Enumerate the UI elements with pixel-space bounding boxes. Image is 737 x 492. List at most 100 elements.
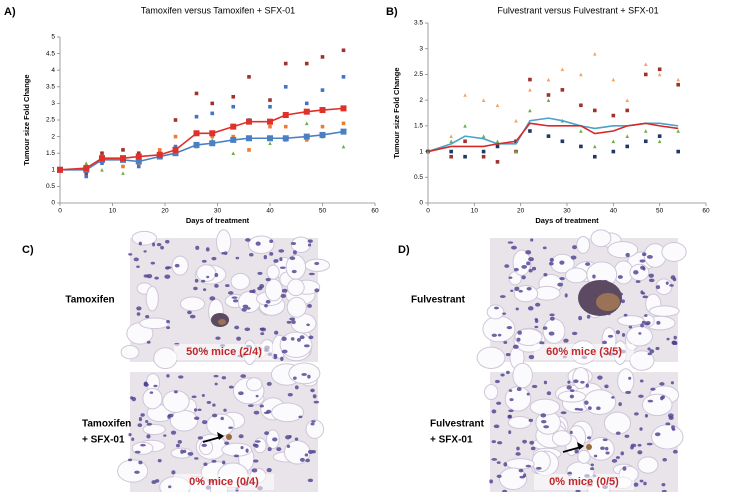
y-axis-label: Tumour size Fold Change [392,67,401,158]
x-tick-label: 20 [161,208,169,215]
nucleus [138,241,142,246]
nucleus [140,443,146,447]
nucleus [617,275,623,279]
nucleus [602,340,608,345]
nucleus [670,381,674,385]
nucleus [263,255,267,260]
nucleus [146,340,151,344]
nucleus [193,286,198,291]
nucleus [203,288,207,292]
data-point [340,105,347,112]
nucleus [287,393,293,397]
data-point [495,160,500,164]
nucleus [308,335,314,340]
data-point [676,82,680,87]
nucleus [238,434,244,439]
nucleus [641,320,647,324]
alveolus [617,315,645,327]
alveolus [196,264,217,283]
nucleus [214,382,218,386]
nucleus [253,410,260,415]
nucleus [294,437,299,441]
alveolus [583,389,617,415]
data-point [268,141,272,146]
alveolus [142,423,166,436]
nucleus [621,299,625,304]
nucleus [291,269,297,274]
nucleus [269,239,274,243]
x-axis-label: Days of treatment [535,216,599,225]
nucleus [289,317,296,321]
nucleus [569,394,574,399]
nucleus [621,333,626,337]
data-point [136,164,141,169]
y-axis-label: Tumour size Fold Change [22,74,31,165]
nucleus [195,245,200,250]
panel-label: D) [398,244,410,256]
nucleus [542,326,548,330]
nucleus [246,307,251,310]
nucleus [259,283,265,289]
y-tick-label: 1.5 [46,150,55,157]
nucleus [521,275,526,280]
nucleus [249,253,254,257]
x-tick-label: 40 [266,208,274,215]
y-tick-label: 3 [51,100,55,107]
nucleus [281,288,288,293]
data-point [579,72,583,77]
nucleus [143,250,147,253]
caption: 0% mice (0/5) [549,476,619,488]
nucleus [137,423,143,427]
chart-title: Fulvestrant versus Fulvestrant + SFX-01 [497,5,658,15]
nucleus [527,306,534,311]
nucleus [648,278,655,283]
nucleus [215,336,221,340]
nucleus [672,449,678,454]
nucleus [227,291,234,295]
nucleus [508,430,512,435]
nucleus [620,451,625,456]
nucleus [507,241,514,244]
nucleus [299,335,305,340]
nucleus [245,238,251,242]
nucleus [526,287,532,291]
nucleus [668,416,674,420]
nucleus [150,261,155,265]
nucleus [241,307,247,312]
data-point [514,118,518,123]
nucleus [644,314,648,317]
data-point [268,124,272,129]
stained-cell [586,444,592,450]
alveolus [486,304,505,320]
nucleus [615,456,621,459]
alveolus [153,347,178,370]
data-point [282,135,289,142]
nucleus [638,332,642,335]
nucleus [655,346,660,351]
stained-cell [226,434,232,440]
nucleus [637,443,642,447]
nucleus [494,306,499,310]
nucleus [516,337,521,342]
y-tick-label: 1 [51,167,55,174]
nucleus [213,374,219,378]
data-point [481,149,486,154]
nucleus [666,337,670,341]
nucleus [156,243,162,247]
caption-background [174,474,274,490]
nucleus [311,420,316,423]
data-point [209,140,216,147]
data-point [84,171,89,175]
data-point [643,72,648,77]
data-point [231,104,236,109]
nucleus [638,394,644,398]
data-point [267,118,273,125]
nucleus [543,380,548,385]
nucleus [212,403,216,407]
data-point [481,134,486,138]
data-point [625,98,630,102]
nucleus [622,466,627,471]
y-tick-label: 3.5 [46,84,55,91]
panel-label: C) [22,244,34,256]
y-tick-label: 0 [51,200,55,207]
